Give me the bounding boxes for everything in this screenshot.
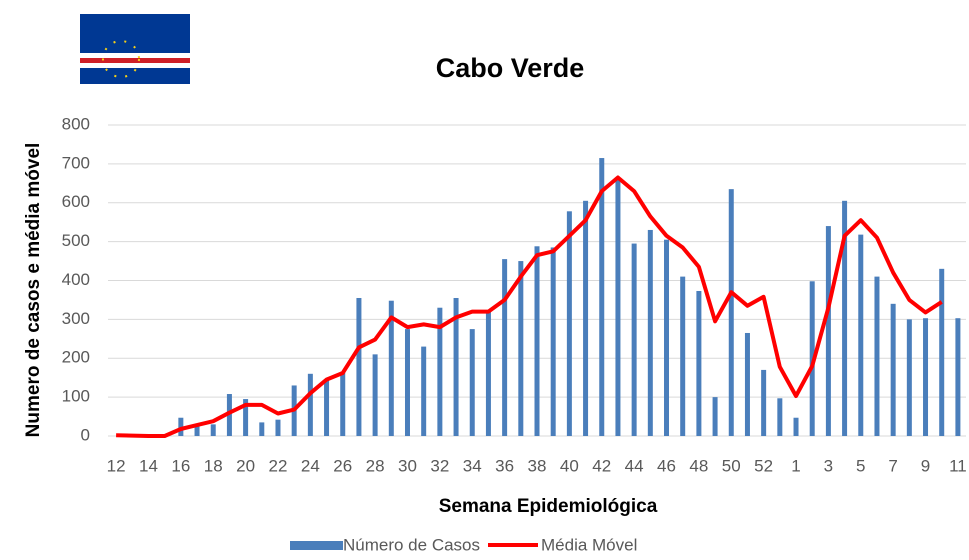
bar [502,259,508,436]
y-tick-label: 600 [62,192,90,211]
bar [680,276,686,436]
x-tick-label: 34 [463,456,482,475]
x-tick-label: 20 [236,456,255,475]
bar [210,424,216,436]
x-tick-label: 38 [528,456,547,475]
bar [712,397,718,436]
bar [825,226,831,436]
flag [80,14,190,84]
x-tick-label: 18 [204,456,223,475]
bar [842,200,848,436]
y-tick-label: 300 [62,309,90,328]
x-tick-label: 3 [824,456,833,475]
bar [226,394,232,436]
bar [696,290,702,436]
bar [566,211,572,436]
y-tick-label: 800 [62,114,90,133]
x-axis-label: Semana Epidemiológica [439,496,658,517]
bar [599,158,605,436]
x-tick-label: 52 [754,456,773,475]
bar [518,261,524,436]
bar [939,268,945,436]
bar [793,417,799,436]
x-tick-label: 30 [398,456,417,475]
bar [583,200,589,436]
bar [906,319,912,436]
bar [744,332,750,436]
bar [728,189,734,436]
bar [404,329,410,436]
x-tick-label: 40 [560,456,579,475]
x-tick-label: 28 [366,456,385,475]
bar [324,379,330,436]
bar [874,276,880,436]
bar [340,371,346,436]
bar [890,303,896,436]
y-axis-label: Numero de casos e média móvel [23,143,44,438]
bar [356,297,362,436]
x-tick-label: 14 [139,456,158,475]
bar [615,179,621,437]
x-tick-label: 9 [921,456,930,475]
x-tick-label: 12 [107,456,126,475]
bar [664,239,670,436]
chart-title: Cabo Verde [436,53,585,83]
bar [437,307,443,436]
bar [243,399,249,436]
x-tick-label: 26 [333,456,352,475]
bar [194,426,200,436]
y-tick-label: 400 [62,270,90,289]
x-tick-label: 7 [888,456,897,475]
x-tick-label: 46 [657,456,676,475]
bar [761,369,767,436]
y-tick-label: 500 [62,231,90,250]
x-tick-label: 50 [722,456,741,475]
bar [777,398,783,436]
bar [275,419,281,436]
legend-label: Número de Casos [343,535,480,554]
bar [923,318,929,436]
bar [372,354,378,436]
x-tick-label: 1 [791,456,800,475]
y-tick-label: 100 [62,387,90,406]
legend-swatch [290,541,343,550]
legend-label: Média Móvel [541,535,637,554]
y-tick-label: 200 [62,348,90,367]
y-tick-label: 0 [81,425,90,444]
x-tick-label: 36 [495,456,514,475]
x-tick-label: 48 [689,456,708,475]
x-tick-label: 16 [171,456,190,475]
y-tick-label: 700 [62,153,90,172]
x-tick-label: 42 [592,456,611,475]
x-tick-label: 22 [269,456,288,475]
bar [485,311,491,436]
bar [453,297,459,436]
x-tick-label: 11 [949,456,967,475]
x-tick-label: 24 [301,456,320,475]
bar [858,234,864,436]
x-tick-label: 32 [430,456,449,475]
bar [469,329,475,436]
bar [259,422,265,436]
x-tick-label: 5 [856,456,865,475]
bar [631,243,637,436]
line [116,175,943,438]
bar [388,300,394,436]
bar [307,373,313,436]
bar [178,417,184,436]
bar [647,229,653,436]
bar [534,246,540,436]
bar [550,247,556,436]
x-tick-label: 44 [625,456,644,475]
bar [955,318,961,436]
bar [421,346,427,436]
